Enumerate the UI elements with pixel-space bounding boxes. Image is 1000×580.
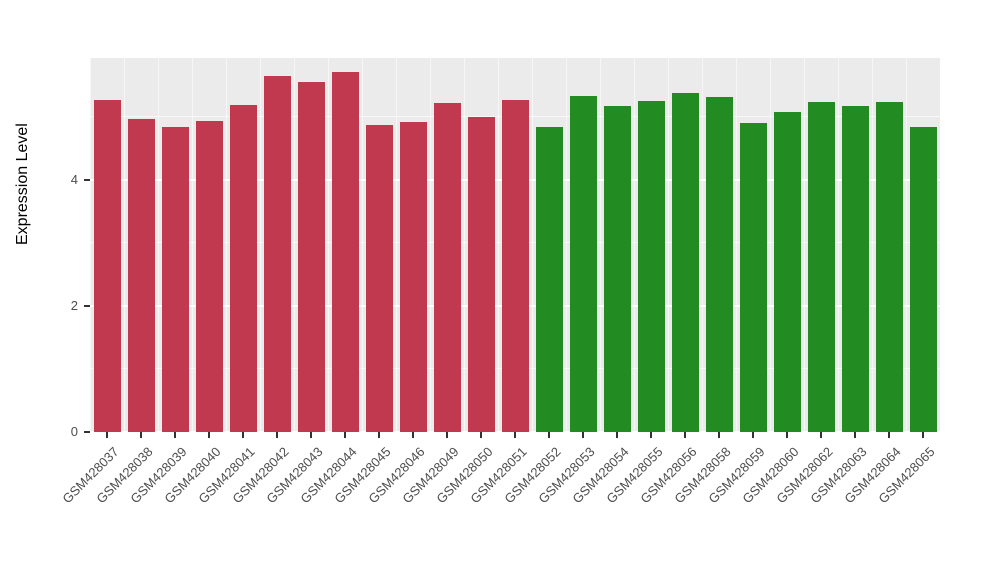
y-tick-mark [84, 305, 90, 308]
x-tick-mark [854, 432, 856, 438]
bar-GSM428058 [706, 97, 733, 432]
x-tick-mark [208, 432, 210, 438]
bar-GSM428065 [910, 127, 937, 432]
gridline-vertical [668, 58, 669, 432]
gridline-vertical [260, 58, 261, 432]
bar-GSM428053 [570, 96, 597, 432]
bar-GSM428042 [264, 76, 291, 432]
x-tick-mark [888, 432, 890, 438]
gridline-vertical [328, 58, 329, 432]
bar-GSM428038 [128, 119, 155, 432]
gridline-vertical [634, 58, 635, 432]
bar-GSM428043 [298, 82, 325, 432]
gridline-vertical [872, 58, 873, 432]
bar-GSM428037 [94, 100, 121, 432]
bar-GSM428062 [808, 102, 835, 432]
bar-GSM428044 [332, 72, 359, 432]
gridline-vertical [940, 58, 941, 432]
x-tick-mark [514, 432, 516, 438]
gridline-vertical [906, 58, 907, 432]
gridline-vertical [566, 58, 567, 432]
bar-GSM428063 [842, 106, 869, 432]
x-tick-mark [582, 432, 584, 438]
bar-GSM428051 [502, 100, 529, 432]
plot-panel [90, 58, 941, 433]
bar-GSM428049 [434, 103, 461, 432]
y-tick-label: 0 [70, 424, 78, 439]
x-tick-mark [718, 432, 720, 438]
x-tick-mark [344, 432, 346, 438]
x-tick-mark [820, 432, 822, 438]
bar-GSM428046 [400, 122, 427, 432]
bar-GSM428059 [740, 123, 767, 432]
x-tick-mark [378, 432, 380, 438]
gridline-vertical [838, 58, 839, 432]
bar-GSM428050 [468, 117, 495, 432]
y-tick-label: 2 [70, 298, 78, 314]
bar-GSM428039 [162, 127, 189, 432]
gridline-vertical [498, 58, 499, 432]
gridline-vertical [702, 58, 703, 432]
gridline-vertical [600, 58, 601, 432]
x-tick-mark [684, 432, 686, 438]
x-tick-mark [786, 432, 788, 438]
gridline-vertical [770, 58, 771, 432]
gridline-vertical [804, 58, 805, 432]
bar-GSM428040 [196, 121, 223, 432]
x-tick-mark [650, 432, 652, 438]
bar-GSM428060 [774, 112, 801, 432]
y-tick-label: 4 [70, 172, 78, 188]
x-tick-mark [922, 432, 924, 438]
x-tick-mark [480, 432, 482, 438]
x-tick-mark [752, 432, 754, 438]
x-tick-mark [276, 432, 278, 438]
y-axis-title: Expression Level [14, 123, 31, 245]
y-tick-mark [84, 179, 90, 182]
gridline-vertical [430, 58, 431, 432]
bar-GSM428056 [672, 93, 699, 432]
x-tick-mark [616, 432, 618, 438]
gridline-vertical [532, 58, 533, 432]
gridline-vertical [90, 58, 91, 432]
x-tick-mark [446, 432, 448, 438]
bar-GSM428054 [604, 106, 631, 432]
gridline-vertical [396, 58, 397, 432]
gridline-vertical [464, 58, 465, 432]
gridline-vertical [736, 58, 737, 432]
bar-GSM428055 [638, 101, 665, 432]
bar-GSM428041 [230, 105, 257, 432]
x-tick-mark [548, 432, 550, 438]
gridline-vertical [226, 58, 227, 432]
x-tick-mark [310, 432, 312, 438]
gridline-vertical [158, 58, 159, 432]
y-tick-mark [84, 431, 90, 433]
bar-GSM428045 [366, 125, 393, 432]
bar-GSM428064 [876, 102, 903, 432]
x-tick-mark [140, 432, 142, 438]
gridline-vertical [362, 58, 363, 432]
bar-GSM428052 [536, 127, 563, 432]
gridline-vertical [294, 58, 295, 432]
x-tick-mark [106, 432, 108, 438]
x-tick-mark [242, 432, 244, 438]
x-tick-mark [412, 432, 414, 438]
gridline-vertical [192, 58, 193, 432]
gridline-vertical [124, 58, 125, 432]
x-tick-mark [174, 432, 176, 438]
